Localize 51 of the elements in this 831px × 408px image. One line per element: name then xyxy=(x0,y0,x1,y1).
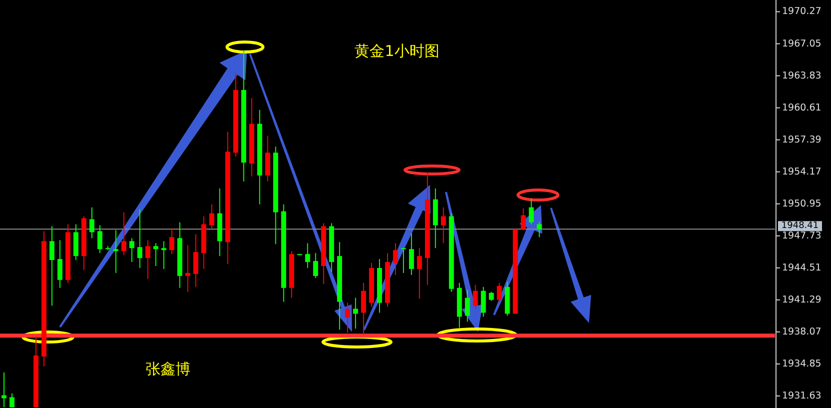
candlestick xyxy=(464,289,470,322)
candlestick xyxy=(49,226,54,306)
y-tick-label: 1944.51 xyxy=(782,262,822,274)
y-tick-label: 1941.29 xyxy=(782,294,822,306)
y-tick-label: 1957.39 xyxy=(782,134,822,146)
candlestick xyxy=(153,242,158,266)
y-tick-label: 1970.27 xyxy=(782,6,822,18)
candlestick xyxy=(480,286,486,318)
candlestick xyxy=(305,242,310,268)
candlestick xyxy=(73,224,78,261)
candlestick xyxy=(169,228,174,255)
candlestick xyxy=(185,244,190,292)
y-tick-label: 1950.95 xyxy=(782,198,822,210)
candlestick xyxy=(536,222,542,238)
ref-line-label: 1948.41 xyxy=(781,221,819,232)
candlestick xyxy=(496,282,502,304)
candlestick xyxy=(161,240,166,270)
candlestick xyxy=(408,232,414,276)
candlestick xyxy=(393,242,398,276)
candlestick xyxy=(2,372,6,408)
candlestick xyxy=(97,224,102,254)
candlestick xyxy=(193,234,198,288)
candlestick xyxy=(345,302,350,334)
candlestick xyxy=(528,198,534,225)
y-tick-label: 1967.05 xyxy=(782,38,822,50)
candlestick xyxy=(265,135,270,182)
y-tick-label: 1960.61 xyxy=(782,102,822,114)
candlestick xyxy=(137,208,142,268)
candlestick xyxy=(113,230,118,274)
y-tick-label: 1931.63 xyxy=(782,390,822,402)
text: 黄金1小时图 xyxy=(354,42,440,60)
y-tick-label: 1938.07 xyxy=(782,326,822,338)
candlestick xyxy=(145,240,150,280)
candlestick xyxy=(416,248,422,300)
candlestick xyxy=(440,206,446,244)
candlestick xyxy=(353,297,358,330)
candlestick xyxy=(10,392,14,408)
candlestick xyxy=(129,238,134,263)
candlestick xyxy=(520,208,526,231)
candlestick xyxy=(361,282,366,336)
candlestick xyxy=(121,212,126,256)
y-tick-label: 1947.73 xyxy=(782,230,822,242)
candlestick xyxy=(401,248,406,274)
candlestick xyxy=(57,240,62,288)
y-tick-label: 1934.85 xyxy=(782,358,822,370)
candlestick xyxy=(89,206,94,239)
candlestick xyxy=(313,252,318,278)
annotation: 张鑫博 xyxy=(146,360,190,378)
y-tick-label: 1963.83 xyxy=(782,70,822,82)
candlestick xyxy=(472,284,478,310)
y-tick-label: 1954.17 xyxy=(782,166,822,178)
